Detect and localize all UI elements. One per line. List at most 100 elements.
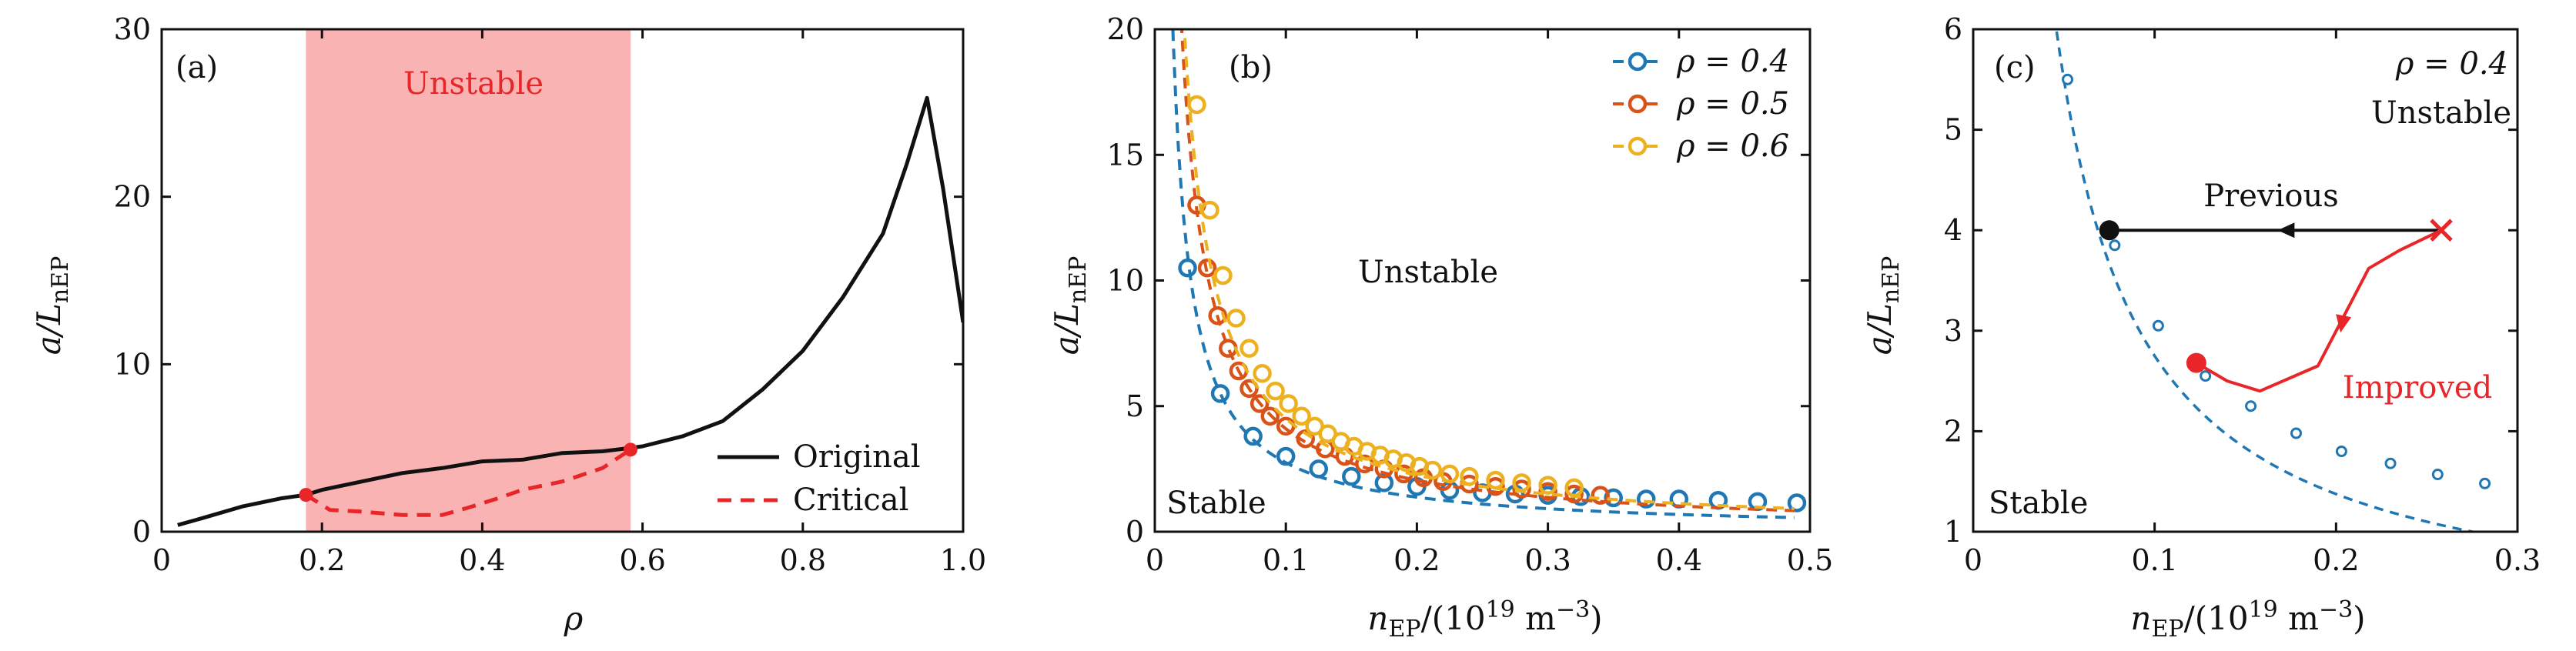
x-tick-label: 1.0 bbox=[940, 543, 986, 577]
x-tick-label: 0.8 bbox=[780, 543, 826, 577]
data-point bbox=[1342, 466, 1361, 486]
panel-c-letter: (c) bbox=[1994, 50, 2036, 85]
legend-critical-label: Critical bbox=[793, 482, 908, 518]
y-tick-label: 5 bbox=[1944, 113, 1962, 147]
previous-arrow-head bbox=[2277, 222, 2295, 239]
y-tick-label: 0 bbox=[1126, 515, 1144, 549]
panel-c-unstable-label: Unstable bbox=[2371, 95, 2511, 131]
plot-frame bbox=[1972, 28, 2519, 533]
data-point bbox=[1266, 381, 1285, 401]
y-tick-label: 20 bbox=[1107, 12, 1144, 46]
x-tick-label: 0 bbox=[1146, 543, 1164, 577]
panel-b-axes: 0 0.1 0.2 0.3 0.4 0.5 0 5 10 15 20 bbox=[1107, 12, 1834, 577]
unstable-region bbox=[306, 29, 631, 532]
y-tick-label: 10 bbox=[1107, 264, 1144, 298]
data-point bbox=[1512, 479, 1531, 499]
series-critical-line bbox=[305, 448, 632, 517]
panel-a-xlabel: ρ bbox=[564, 599, 584, 637]
critical-point-marker bbox=[623, 442, 637, 457]
panel-b-ylabel: a/LnEP bbox=[1048, 256, 1092, 356]
data-point bbox=[1296, 429, 1315, 449]
panel-a-legend: Original Critical bbox=[718, 439, 921, 518]
x-tick-label: 0.6 bbox=[619, 543, 665, 577]
data-point bbox=[1292, 406, 1311, 426]
data-point bbox=[1460, 466, 1479, 486]
panel-c-improved-label: Improved bbox=[2343, 370, 2492, 406]
y-tick-label: 5 bbox=[1126, 389, 1144, 423]
y-tick-label: 2 bbox=[1944, 414, 1962, 448]
data-point bbox=[1213, 265, 1233, 285]
y-tick-label: 15 bbox=[1107, 138, 1144, 172]
panel-b-letter: (b) bbox=[1229, 50, 1273, 85]
panel-a-letter: (a) bbox=[176, 50, 218, 85]
panel-b-ylabel-sub: nEP bbox=[1065, 256, 1092, 303]
panel-c-xlabel: nEP/(1019 m−3) bbox=[2130, 596, 2365, 643]
panel-c-ylabel: a/LnEP bbox=[1861, 256, 1905, 356]
panel-a-ylabel-main: a/L bbox=[30, 303, 68, 355]
data-point bbox=[1604, 488, 1623, 508]
panel-a-shaded-layer bbox=[306, 29, 631, 532]
y-tick-label: 3 bbox=[1944, 314, 1962, 348]
x-tick-label: 0.4 bbox=[1656, 543, 1702, 577]
data-point bbox=[1208, 305, 1227, 326]
x-tick-label: 0.2 bbox=[2313, 543, 2359, 577]
improved-arrow-head bbox=[2336, 314, 2352, 333]
legend-label: ρ = 0.4 bbox=[1676, 44, 1789, 79]
data-point bbox=[2335, 446, 2347, 458]
y-tick-label: 4 bbox=[1944, 213, 1962, 247]
x-tick-label: 0.1 bbox=[2131, 543, 2177, 577]
panel-b-series-layer bbox=[1171, 29, 1807, 519]
panel-c-ylabel-sub: nEP bbox=[1878, 256, 1905, 303]
data-point bbox=[2245, 400, 2257, 412]
y-tick-label: 0 bbox=[132, 515, 151, 549]
y-tick-label: 1 bbox=[1944, 515, 1962, 549]
panel-b-unstable-label: Unstable bbox=[1358, 255, 1498, 290]
data-point bbox=[1512, 473, 1531, 492]
data-point bbox=[1210, 384, 1230, 403]
data-point bbox=[1538, 476, 1557, 495]
x-tick-label: 0.5 bbox=[1787, 543, 1833, 577]
panel-a-unstable-label: Unstable bbox=[403, 66, 544, 102]
data-point bbox=[2200, 370, 2212, 382]
legend-marker bbox=[1628, 94, 1648, 114]
improved-path-line bbox=[2195, 229, 2442, 393]
panel-c-rho-label: ρ = 0.4 bbox=[2395, 46, 2508, 82]
state-marker bbox=[2186, 352, 2206, 373]
x-tick-label: 0.2 bbox=[299, 543, 345, 577]
legend-original-label: Original bbox=[793, 439, 921, 475]
data-point bbox=[1260, 406, 1280, 426]
plot-frame bbox=[160, 28, 965, 533]
data-point bbox=[1187, 95, 1206, 115]
legend-marker bbox=[1628, 136, 1648, 156]
x-tick-label: 0.3 bbox=[2494, 543, 2541, 577]
panel-b-chart: 0 0.1 0.2 0.3 0.4 0.5 0 5 10 15 20 (b) Unstable St… bbox=[1048, 12, 1834, 643]
data-point bbox=[1637, 489, 1656, 509]
data-point bbox=[2290, 427, 2302, 439]
data-point bbox=[2431, 469, 2444, 481]
panel-b-stable-label: Stable bbox=[1166, 486, 1266, 521]
x-tick-label: 0.3 bbox=[1524, 543, 1571, 577]
legend-label: ρ = 0.6 bbox=[1676, 129, 1789, 164]
data-point bbox=[1279, 394, 1298, 413]
data-point bbox=[1440, 464, 1460, 484]
legend-label: ρ = 0.5 bbox=[1676, 86, 1789, 122]
panel-a-ylabel-sub: nEP bbox=[47, 256, 74, 303]
panel-c-ylabel-main: a/L bbox=[1861, 303, 1899, 355]
fit-curve-rho-4 bbox=[1171, 29, 1795, 519]
data-point bbox=[1178, 258, 1197, 278]
data-point bbox=[1486, 470, 1505, 490]
data-point bbox=[1197, 258, 1217, 278]
x-tick-label: 0 bbox=[152, 543, 171, 577]
panel-a-axes: 0 0.2 0.4 0.6 0.8 1.0 0 10 20 30 bbox=[114, 12, 987, 577]
state-marker bbox=[2099, 220, 2119, 241]
panel-c-chart: 0 0.1 0.2 0.3 1 2 3 4 5 6 (c) ρ = 0.4 Unstable St… bbox=[1861, 12, 2541, 643]
data-point bbox=[2109, 239, 2121, 252]
data-point bbox=[2152, 319, 2164, 332]
data-point bbox=[1423, 460, 1443, 480]
panel-b-ylabel-main: a/L bbox=[1048, 303, 1086, 355]
data-point bbox=[1253, 364, 1272, 383]
data-point bbox=[2384, 457, 2397, 469]
data-point bbox=[1591, 486, 1610, 505]
panel-c-series-layer bbox=[2055, 31, 2491, 532]
